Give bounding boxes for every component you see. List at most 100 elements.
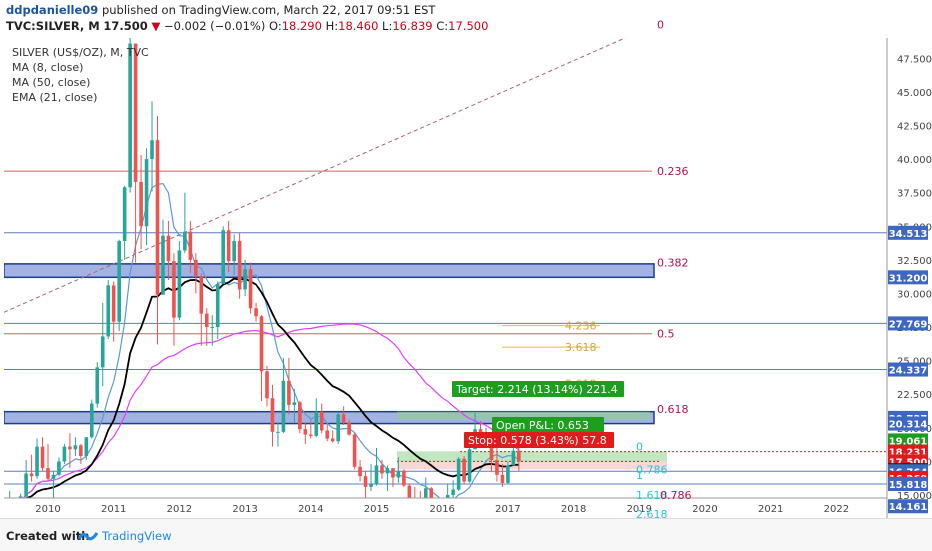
candle-body [276,431,280,433]
ext-fib-label: 3.618 [565,341,597,354]
price-label-text: 27.769 [889,319,928,330]
legend-ma8[interactable]: MA (8, close) [12,61,84,74]
x-tick-label: 2017 [495,504,520,515]
price-label: 14.161 [888,499,928,514]
legend-ema21[interactable]: EMA (21, close) [12,91,98,104]
x-tick-label: 2013 [232,504,257,515]
candle-body [309,434,313,436]
ema21-line [24,277,519,498]
candle-body [46,468,50,479]
candle [347,419,351,436]
x-tick-label: 2010 [35,504,60,515]
candle [210,314,215,346]
price-label-bg [888,316,928,331]
open-label: O: [268,19,282,33]
candle-body [517,450,521,462]
candle [330,430,335,443]
candle [106,280,111,340]
candle-body [347,422,351,435]
candle-body [35,446,39,477]
candle-body [407,485,412,498]
candle-body [128,43,132,188]
legend-series[interactable]: SILVER (US$/OZ), M, TVC [12,46,149,59]
y-tick-label: 32.500 [897,256,932,267]
fib-label: 0.618 [657,403,689,416]
candle [292,388,297,423]
candle [204,308,209,346]
candle-body [314,411,319,436]
candle-body [62,446,67,462]
open-pl-annotation-text: Open P&L: 0.653 [496,419,589,432]
candle [352,433,357,470]
tradingview-brand-link[interactable]: TradingView [102,529,172,543]
candle [9,490,11,498]
candle [18,493,23,498]
price-label-bg [888,362,928,377]
candle [243,259,247,297]
candle-body [24,473,28,497]
candle-body [292,402,297,405]
author-name[interactable]: ddpdanielle09 [6,3,99,17]
candle-body [237,241,242,290]
y-tick-label: 45.000 [897,88,932,99]
candle-body [265,371,269,399]
candle [270,384,275,447]
candle-body [336,414,340,442]
candle [462,456,466,485]
last-price: 17.500 [103,19,148,33]
candle-body [380,465,384,474]
candle-body [319,411,324,431]
candle-body [248,269,253,309]
candle-body [451,489,455,495]
price-chart[interactable]: 47.50045.00042.50040.00037.50035.00032.5… [0,0,932,518]
price-label-text: 17.500 [889,457,928,468]
target-annotation-text: Target: 2.214 (13.14%) 221.4 [455,383,618,396]
candle [133,43,138,263]
y-tick-label: 47.500 [897,54,932,65]
candle-body [352,434,357,467]
price-label: 20.314 [888,416,928,431]
candle-body [155,140,160,295]
candle-body [40,446,45,469]
price-label: 27.769 [888,316,928,331]
candle [341,406,346,426]
candle [95,361,100,408]
price-label-bg [888,433,928,448]
candle [144,148,149,246]
stop-area [397,461,667,470]
stop-annotation: Stop: 0.578 (3.43%) 57.8 [464,432,614,448]
candle [177,241,182,321]
candle [407,484,412,498]
x-tick-label: 2014 [298,504,323,515]
candle [319,403,324,434]
candle [385,465,390,491]
candle [259,314,264,401]
legend-ma50[interactable]: MA (50, close) [12,76,91,89]
candle [150,101,154,192]
candle-body [150,140,154,160]
candle-body [122,187,127,242]
candle-body [358,466,362,477]
candle [325,423,330,442]
candle [254,302,258,322]
candle [276,422,280,447]
x-tick-label: 2018 [561,504,586,515]
x-tick-label: 2011 [101,504,126,515]
candle [90,399,94,439]
candle [183,192,187,254]
candle [402,469,406,487]
footer-bar: Created with TradingView [0,518,932,551]
y-tick-label: 22.500 [897,390,932,401]
candle-body [254,308,258,317]
candle-body [161,235,165,295]
candle [122,185,127,260]
candle-body [111,285,116,322]
candle [194,253,198,294]
candle-body [183,231,187,251]
close-label: C: [436,19,449,33]
candle-body [90,403,94,438]
candle-body [467,449,472,482]
price-label-text: 14.161 [889,502,928,513]
candle-body [489,438,494,461]
x-tick-label: 2020 [692,504,717,515]
